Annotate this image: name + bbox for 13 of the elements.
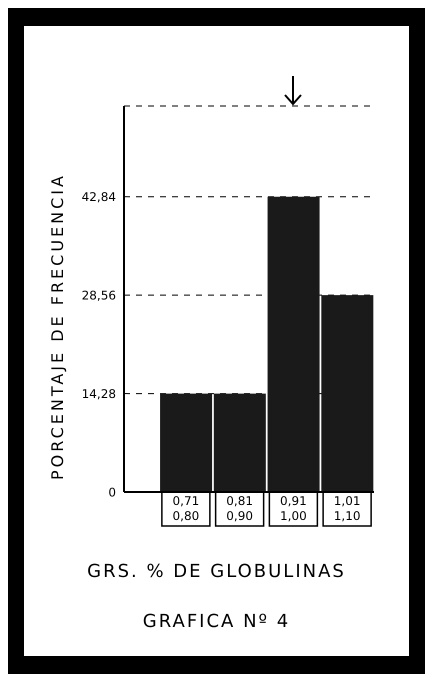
x-tick-label: 0,71 0,80	[172, 494, 200, 523]
y-axis-title: PORCENTAJE DE FRECUENCIA	[48, 172, 67, 480]
y-tick-label: 14,28	[82, 386, 116, 401]
x-axis-title: GRS. % DE GLOBULINAS	[86, 561, 347, 582]
x-tick-label: 0,81 0,90	[226, 494, 253, 523]
y-tick-label: 42,84	[82, 190, 116, 204]
x-tick-label: 1,01 1,10	[334, 494, 360, 523]
y-tick-label: 0	[108, 485, 116, 500]
y-tick-label: 28,56	[82, 288, 116, 302]
x-tick-label: 0,91 1,00	[280, 494, 307, 523]
bar	[321, 295, 374, 492]
text: GRAFICA Nº 4	[142, 611, 292, 632]
bar	[160, 394, 212, 492]
